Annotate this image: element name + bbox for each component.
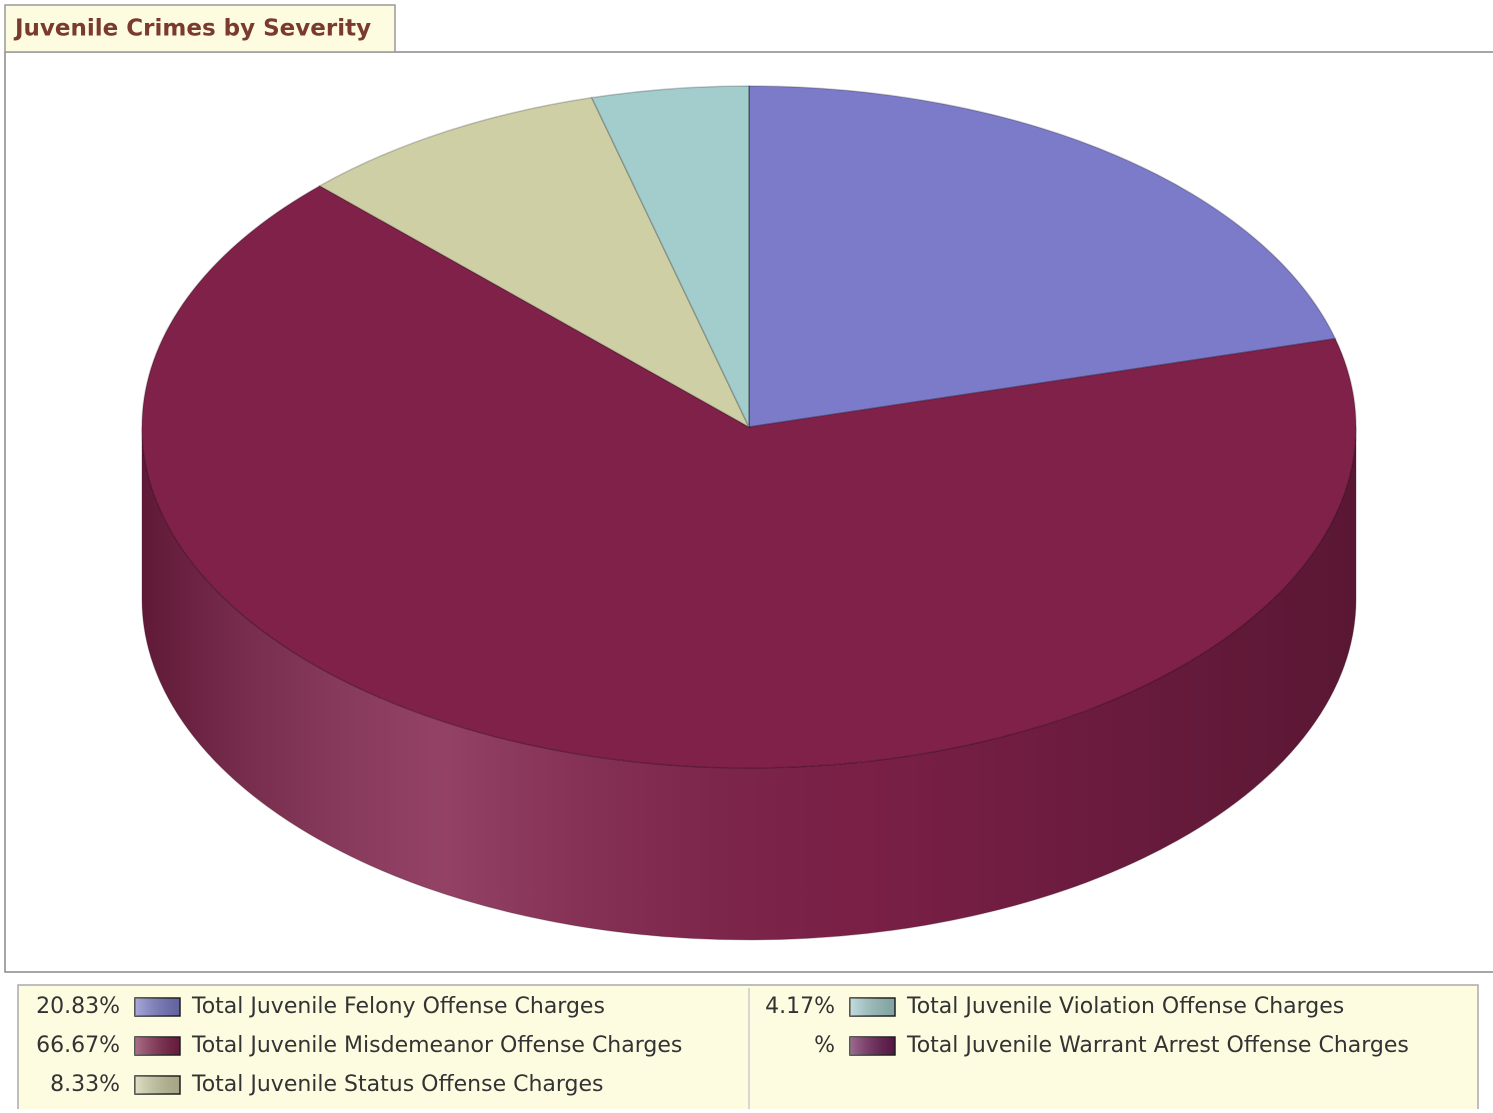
legend-swatch-shade <box>850 998 895 1016</box>
slice <box>748 85 1337 428</box>
title-tab <box>4 4 396 53</box>
chart-title: Juvenile Crimes by Severity <box>13 16 371 42</box>
legend-value: 4.17% <box>765 994 835 1019</box>
legend-value: % <box>814 1033 835 1058</box>
legend-label: Total Juvenile Misdemeanor Offense Charg… <box>191 1033 682 1058</box>
legend-label: Total Juvenile Status Offense Charges <box>191 1072 604 1097</box>
legend-value: 66.67% <box>36 1033 120 1058</box>
legend-value: 20.83% <box>36 994 120 1019</box>
legend-label: Total Juvenile Violation Offense Charges <box>906 994 1344 1019</box>
slice <box>318 96 751 429</box>
legend-box <box>17 984 1479 1113</box>
legend-swatch-shade <box>135 998 180 1016</box>
legend-swatch-shade <box>135 1037 180 1055</box>
legend-label: Total Juvenile Warrant Arrest Offense Ch… <box>906 1033 1409 1058</box>
legend-swatch-shade <box>850 1037 895 1055</box>
legend-label: Total Juvenile Felony Offense Charges <box>191 994 605 1019</box>
legend-value: 8.33% <box>50 1072 120 1097</box>
pie <box>141 85 1357 941</box>
legend-swatch-shade <box>135 1076 180 1094</box>
legend: 20.83% Total Juvenile Felony Offense Char… <box>36 994 1409 1097</box>
slice <box>141 185 1357 769</box>
slice <box>590 85 750 428</box>
